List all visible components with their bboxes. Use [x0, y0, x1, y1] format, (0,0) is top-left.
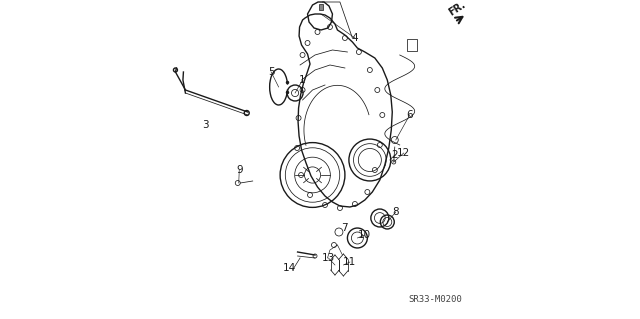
Text: SR33-M0200: SR33-M0200 [408, 295, 462, 305]
Text: 1: 1 [300, 75, 306, 85]
Text: 5: 5 [268, 67, 275, 77]
Text: 3: 3 [202, 120, 209, 130]
Text: 7: 7 [342, 223, 348, 233]
Text: 9: 9 [236, 165, 243, 175]
Text: 8: 8 [392, 207, 399, 217]
Text: 10: 10 [358, 230, 371, 240]
Text: FR.: FR. [447, 0, 467, 17]
Text: 12: 12 [397, 148, 410, 158]
Text: 14: 14 [282, 263, 296, 273]
Text: 4: 4 [351, 33, 358, 43]
FancyBboxPatch shape [319, 4, 323, 10]
Text: 2: 2 [392, 150, 398, 160]
Text: 6: 6 [406, 110, 413, 120]
Text: 11: 11 [343, 257, 356, 267]
Text: 13: 13 [322, 253, 335, 263]
